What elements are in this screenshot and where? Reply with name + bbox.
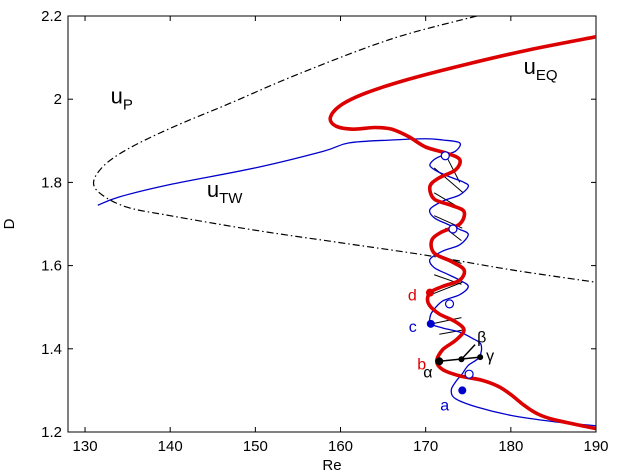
label-beta: β <box>477 330 486 347</box>
y-tick-label: 1.8 <box>41 174 62 191</box>
open-marker-0 <box>440 151 450 161</box>
y-tick-label: 1.2 <box>41 424 62 441</box>
triangle-mid-beta <box>460 344 476 360</box>
label-gamma: γ <box>486 348 494 365</box>
alpha-point <box>435 357 444 366</box>
series-u-p-line <box>92 16 596 283</box>
gamma-point <box>477 354 484 361</box>
rung-line-7 <box>430 281 463 296</box>
y-tick-label: 1.6 <box>41 258 62 275</box>
rung-line-9 <box>439 329 463 335</box>
y-axis-label: D <box>1 218 18 229</box>
y-tick-label: 2 <box>54 91 62 108</box>
curve-label-u-p: uP <box>111 83 133 113</box>
triangle-mid-point <box>458 356 465 363</box>
point-label-a: a <box>440 397 449 414</box>
curve-label-u-eq: uEQ <box>524 54 558 84</box>
x-tick-label: 140 <box>158 438 183 455</box>
open-marker-2 <box>444 299 455 309</box>
point-label-b: b <box>417 356 426 373</box>
tick-layer: 130 140 150 160 170 180 190 1.2 1.4 1.6 1.8 2 2.2 <box>41 8 608 455</box>
marker-layer: dc b aα βγ <box>408 151 494 414</box>
x-tick-label: 160 <box>328 438 353 455</box>
point-label-c: c <box>409 319 417 336</box>
point-a <box>458 386 467 395</box>
open-marker-1 <box>448 224 458 234</box>
annotation-layer: uP uTW uEQ <box>111 54 558 207</box>
plot-area-frame <box>67 15 597 433</box>
x-tick-label: 180 <box>498 438 523 455</box>
x-tick-label: 170 <box>413 438 438 455</box>
point-label-d: d <box>408 288 417 305</box>
x-tick-label: 150 <box>243 438 268 455</box>
point-c <box>426 319 435 328</box>
point-d <box>425 288 434 297</box>
y-tick-label: 1.4 <box>41 341 62 358</box>
x-axis-label: Re <box>322 457 341 474</box>
x-tick-label: 130 <box>73 438 98 455</box>
label-alpha: α <box>423 364 432 381</box>
series-u-eq-line <box>328 35 596 431</box>
x-tick-label: 190 <box>583 438 608 455</box>
series-layer <box>92 16 596 431</box>
curve-label-u-tw: uTW <box>207 177 243 207</box>
open-marker-3 <box>464 369 474 379</box>
y-tick-label: 2.2 <box>41 8 62 25</box>
rung-line-8 <box>431 317 462 325</box>
series-u-tw-line <box>97 138 596 427</box>
